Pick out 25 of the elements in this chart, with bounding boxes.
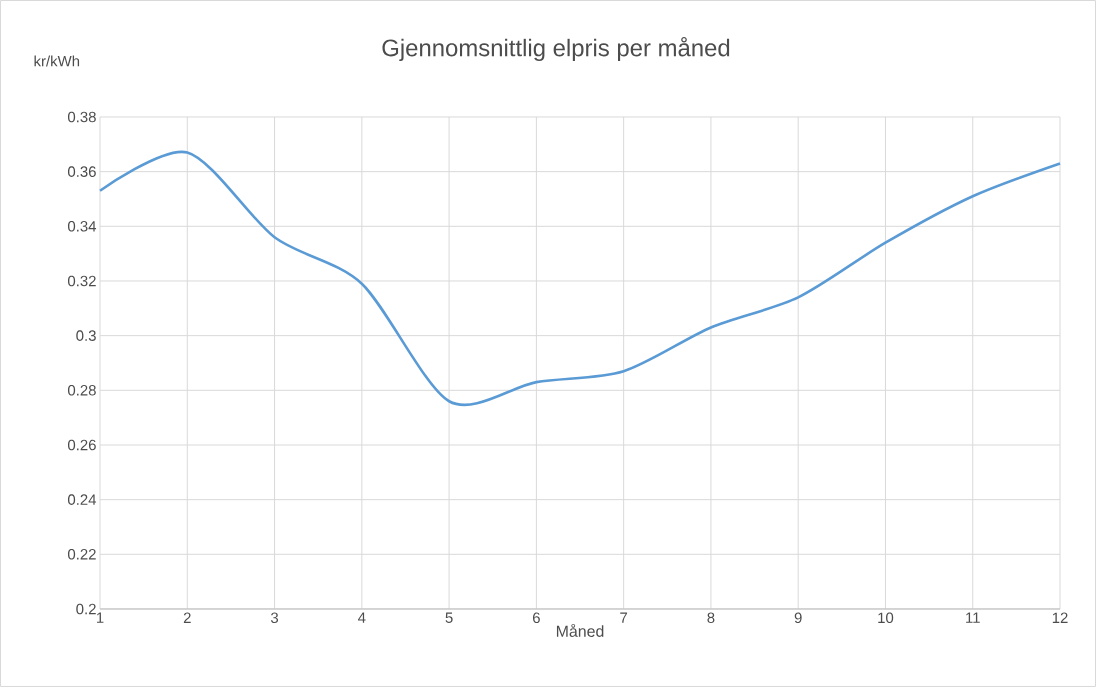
x-tick-label: 4 xyxy=(358,612,366,623)
x-tick-label: 5 xyxy=(445,612,453,623)
y-tick-label: 0.2 xyxy=(76,603,96,615)
x-tick-label: 1 xyxy=(96,612,104,623)
y-tick-label: 0.26 xyxy=(67,439,96,451)
y-axis-title: kr/kWh xyxy=(34,55,80,67)
y-tick-label: 0.3 xyxy=(76,330,96,341)
y-tick-label: 0.38 xyxy=(67,111,96,123)
x-tick-label: 7 xyxy=(620,612,628,623)
x-tick-label: 11 xyxy=(966,612,980,623)
y-tick-label: 0.32 xyxy=(67,275,96,287)
y-tick-label: 0.22 xyxy=(67,549,96,560)
x-tick-label: 12 xyxy=(1052,612,1068,623)
x-tick-label: 10 xyxy=(878,612,894,624)
x-tick-label: 2 xyxy=(183,612,191,623)
x-tick-label: 6 xyxy=(532,612,540,624)
y-tick-label: 0.34 xyxy=(67,221,97,232)
x-axis-title: Måned xyxy=(556,623,604,637)
y-tick-label: 0.28 xyxy=(67,385,96,396)
chart-title: Gjennomsnittlig elpris per måned xyxy=(382,36,730,62)
y-tick-label: 0.24 xyxy=(67,494,97,505)
x-tick-label: 9 xyxy=(794,612,802,624)
y-tick-label: 0.36 xyxy=(67,166,96,177)
x-tick-label: 3 xyxy=(270,612,279,624)
x-tick-label: 8 xyxy=(707,612,715,624)
